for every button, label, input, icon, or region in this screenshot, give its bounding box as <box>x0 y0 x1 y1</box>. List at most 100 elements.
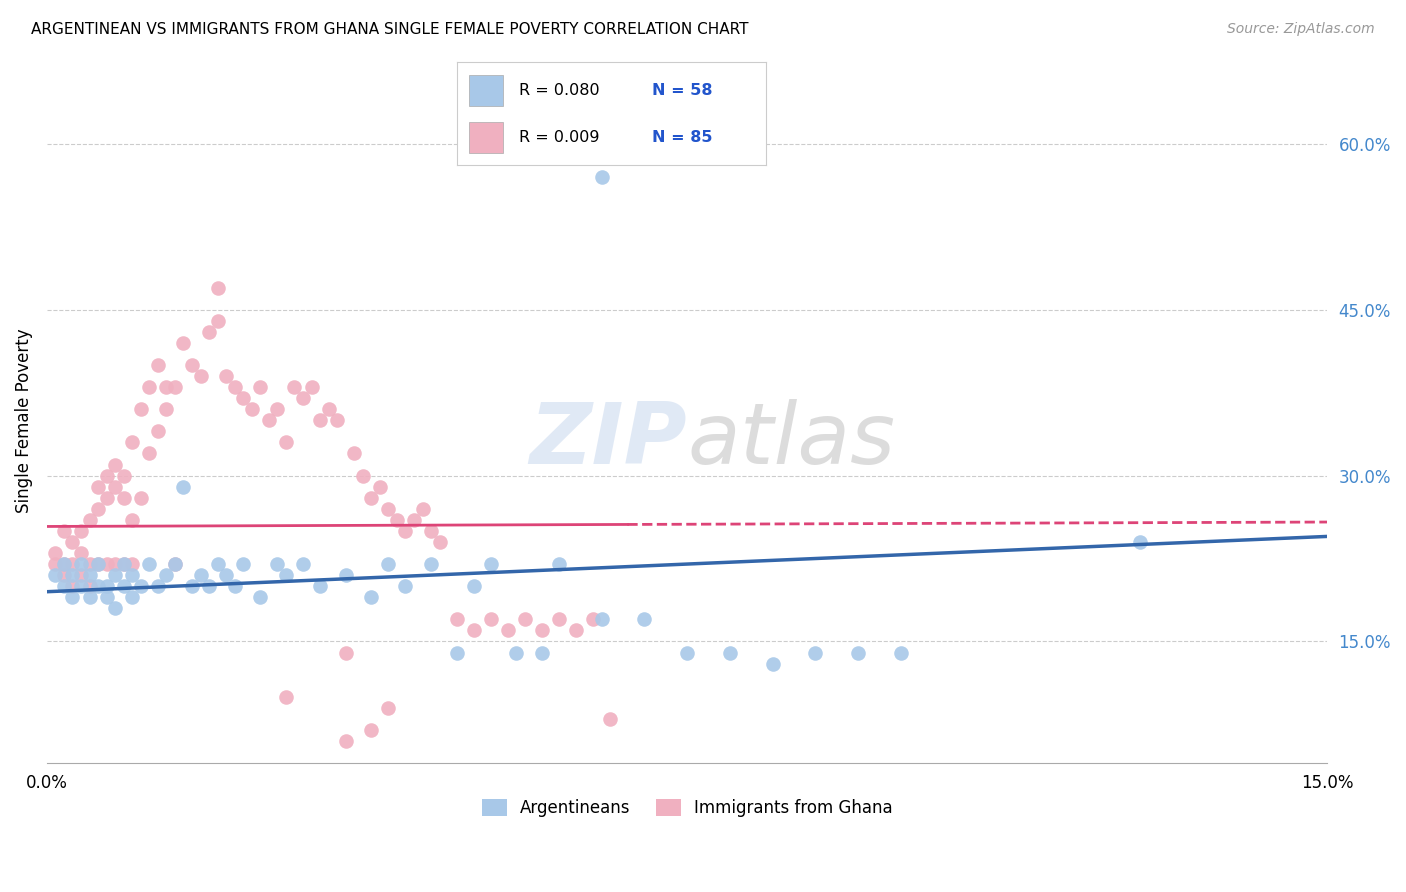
Point <box>112 557 135 571</box>
Point <box>129 579 152 593</box>
Point <box>266 557 288 571</box>
Point <box>79 591 101 605</box>
Text: atlas: atlas <box>688 400 896 483</box>
Point <box>301 380 323 394</box>
Point <box>377 501 399 516</box>
Point <box>360 491 382 505</box>
Point <box>155 568 177 582</box>
Point <box>548 612 571 626</box>
Point <box>513 612 536 626</box>
Point <box>676 646 699 660</box>
Point <box>129 402 152 417</box>
Point <box>335 568 357 582</box>
Point <box>146 579 169 593</box>
Point <box>87 557 110 571</box>
Point <box>446 646 468 660</box>
Point <box>343 446 366 460</box>
Point <box>163 380 186 394</box>
Point <box>96 557 118 571</box>
Point <box>87 557 110 571</box>
Point <box>138 557 160 571</box>
Point <box>257 413 280 427</box>
Point <box>249 591 271 605</box>
Point <box>121 557 143 571</box>
Point <box>215 369 238 384</box>
Point <box>274 568 297 582</box>
Point <box>496 624 519 638</box>
Point <box>207 557 229 571</box>
Point <box>190 568 212 582</box>
Point <box>62 557 84 571</box>
Point <box>565 624 588 638</box>
Point <box>846 646 869 660</box>
Point <box>463 624 485 638</box>
Point <box>62 591 84 605</box>
Point <box>104 480 127 494</box>
Y-axis label: Single Female Poverty: Single Female Poverty <box>15 328 32 513</box>
Point <box>52 524 75 538</box>
Point <box>505 646 527 660</box>
Point <box>96 468 118 483</box>
Point <box>181 358 204 372</box>
Point <box>44 557 66 571</box>
Point <box>104 601 127 615</box>
Point <box>138 446 160 460</box>
Point <box>70 557 93 571</box>
Point <box>360 723 382 737</box>
Text: ARGENTINEAN VS IMMIGRANTS FROM GHANA SINGLE FEMALE POVERTY CORRELATION CHART: ARGENTINEAN VS IMMIGRANTS FROM GHANA SIN… <box>31 22 748 37</box>
Point <box>121 435 143 450</box>
Point <box>70 579 93 593</box>
Point <box>360 591 382 605</box>
Point <box>96 491 118 505</box>
Point <box>335 734 357 748</box>
Point <box>96 579 118 593</box>
Text: N = 85: N = 85 <box>652 130 713 145</box>
Point <box>52 557 75 571</box>
Point <box>96 591 118 605</box>
Point <box>70 568 93 582</box>
Point <box>377 557 399 571</box>
Point <box>232 557 254 571</box>
Point <box>318 402 340 417</box>
Point <box>44 546 66 560</box>
Point <box>79 579 101 593</box>
Point <box>283 380 305 394</box>
Text: R = 0.080: R = 0.080 <box>519 83 599 97</box>
Point <box>446 612 468 626</box>
Point <box>591 169 613 184</box>
Point <box>309 413 332 427</box>
Point <box>402 513 425 527</box>
Legend: Argentineans, Immigrants from Ghana: Argentineans, Immigrants from Ghana <box>475 792 900 823</box>
Text: R = 0.009: R = 0.009 <box>519 130 599 145</box>
Point <box>249 380 271 394</box>
Point <box>112 468 135 483</box>
Point <box>155 380 177 394</box>
Point <box>62 579 84 593</box>
Point <box>52 557 75 571</box>
Point <box>155 402 177 417</box>
Point <box>129 491 152 505</box>
Point <box>266 402 288 417</box>
Point <box>548 557 571 571</box>
Point <box>240 402 263 417</box>
Point <box>62 535 84 549</box>
Point <box>718 646 741 660</box>
Point <box>531 646 554 660</box>
Point <box>44 568 66 582</box>
Text: Source: ZipAtlas.com: Source: ZipAtlas.com <box>1227 22 1375 37</box>
FancyBboxPatch shape <box>470 122 503 153</box>
Point <box>232 391 254 405</box>
Point <box>224 380 246 394</box>
Point <box>224 579 246 593</box>
Point <box>463 579 485 593</box>
Point <box>599 712 621 726</box>
Point <box>411 501 433 516</box>
Point <box>633 612 655 626</box>
Point <box>121 513 143 527</box>
Point <box>172 335 194 350</box>
Point <box>394 524 416 538</box>
Point <box>198 579 221 593</box>
Point <box>190 369 212 384</box>
Point <box>146 358 169 372</box>
Point <box>368 480 391 494</box>
